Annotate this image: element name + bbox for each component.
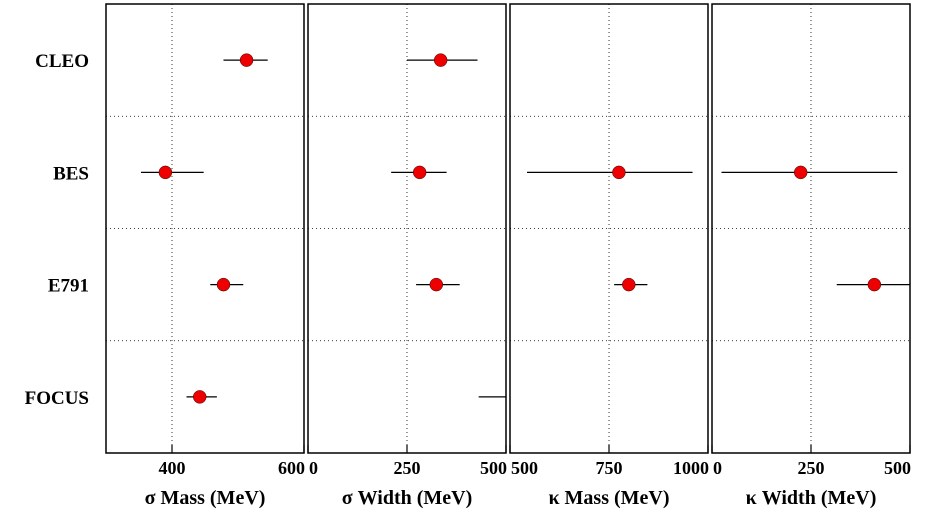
data-point [433, 53, 448, 67]
experiment-label: CLEO [35, 51, 89, 72]
data-point [193, 390, 207, 404]
x-tick-label: 250 [394, 458, 421, 478]
x-tick-label: 400 [159, 458, 186, 478]
data-point [216, 277, 231, 292]
x-tick-label: 500 [884, 458, 911, 478]
x-axis-title: σ Width (MeV) [342, 487, 473, 509]
x-axis-title: κ Mass (MeV) [548, 487, 669, 509]
x-tick-label: 500 [511, 458, 538, 478]
x-tick-label: 750 [596, 458, 623, 478]
data-point [412, 165, 427, 180]
x-tick-label: 1000 [673, 458, 709, 478]
data-point [794, 165, 808, 180]
x-tick-label: 500 [480, 458, 507, 478]
experiment-label: BES [53, 163, 89, 184]
data-point [239, 53, 254, 67]
data-point [612, 165, 626, 180]
data-point [867, 277, 882, 292]
data-point [158, 165, 173, 180]
x-tick-label: 600 [278, 458, 305, 478]
experiment-label: E791 [48, 276, 89, 297]
x-tick-label: 250 [798, 458, 825, 478]
data-point [622, 277, 636, 292]
x-axis-title: κ Width (MeV) [746, 487, 877, 509]
x-tick-label: 0 [309, 458, 318, 478]
data-point [429, 277, 444, 292]
experiment-label: FOCUS [25, 388, 89, 409]
x-axis-title: σ Mass (MeV) [145, 487, 266, 509]
x-tick-label: 0 [713, 458, 722, 478]
